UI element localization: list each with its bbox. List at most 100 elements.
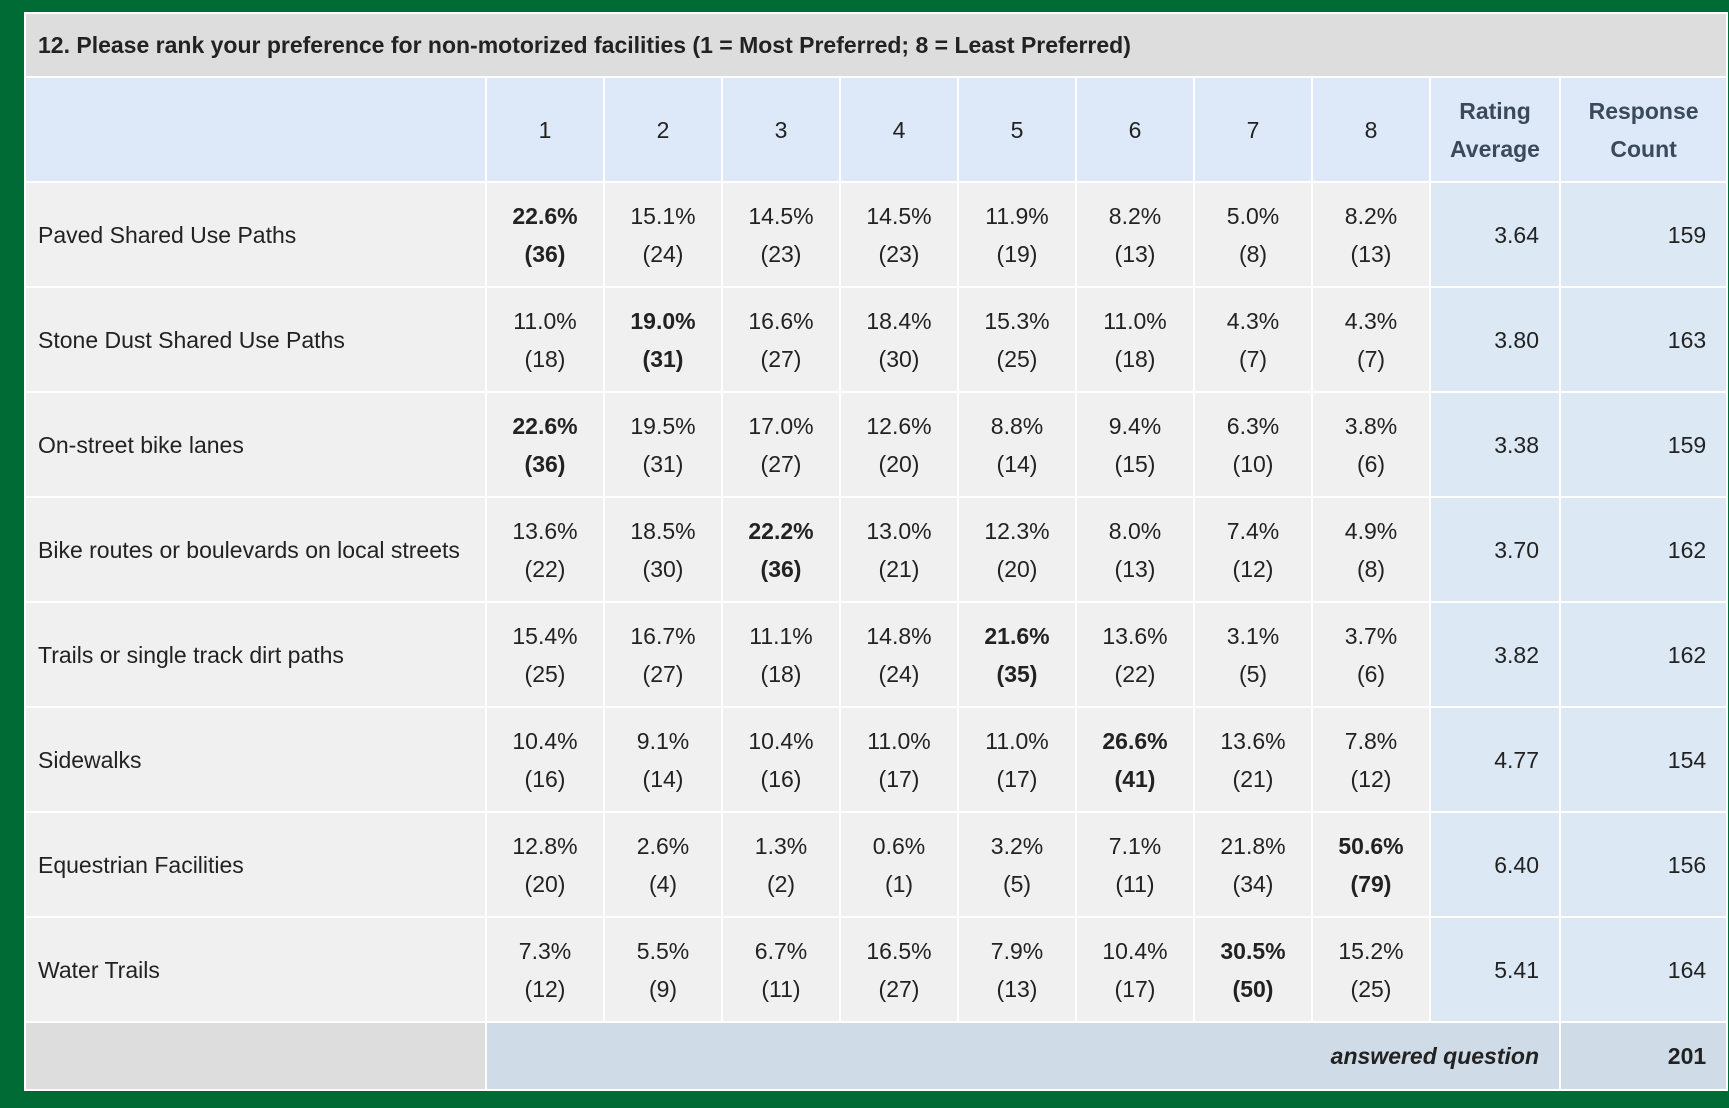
rating-average: 6.40 — [1431, 813, 1559, 916]
column-header: Rating Average — [1431, 78, 1559, 181]
rank-cell: 3.7% (6) — [1313, 603, 1429, 706]
rank-cell: 8.8% (14) — [959, 393, 1075, 496]
cell-percent: 21.8% — [1220, 832, 1286, 859]
cell-percent: 17.0% — [748, 412, 814, 439]
rank-cell: 3.1% (5) — [1195, 603, 1311, 706]
cell-count: (6) — [1356, 660, 1386, 687]
data-row: Trails or single track dirt paths 15.4% (2… — [26, 603, 1727, 706]
cell-count: (36) — [524, 450, 566, 477]
rank-cell: 16.7% (27) — [605, 603, 721, 706]
rank-cell: 21.8% (34) — [1195, 813, 1311, 916]
response-count: 154 — [1561, 708, 1727, 811]
cell-count: (18) — [760, 660, 802, 687]
cell-count: (15) — [1114, 450, 1156, 477]
cell-percent: 8.2% — [1344, 202, 1398, 229]
row-label: Bike routes or boulevards on local stree… — [26, 498, 485, 601]
row-label: Sidewalks — [26, 708, 485, 811]
cell-percent: 4.3% — [1344, 307, 1398, 334]
cell-count: (23) — [878, 240, 920, 267]
cell-percent: 16.6% — [748, 307, 814, 334]
cell-count: (31) — [642, 450, 684, 477]
rank-cell: 8.2% (13) — [1077, 183, 1193, 286]
rank-cell: 10.4% (16) — [723, 708, 839, 811]
cell-count: (25) — [1350, 975, 1392, 1002]
row-label: Water Trails — [26, 918, 485, 1021]
rank-cell: 30.5% (50) — [1195, 918, 1311, 1021]
column-header: 2 — [605, 78, 721, 181]
cell-count: (21) — [1232, 765, 1274, 792]
rank-cell: 11.0% (18) — [1077, 288, 1193, 391]
rank-cell: 7.3% (12) — [487, 918, 603, 1021]
header-row: 1 2 3 4 5 6 7 8 Rating Average Response Count — [26, 78, 1727, 181]
cell-count: (6) — [1356, 450, 1386, 477]
table-body: 12. Please rank your preference for non-… — [26, 14, 1727, 1089]
response-count: 164 — [1561, 918, 1727, 1021]
cell-count: (41) — [1114, 765, 1156, 792]
data-row: Sidewalks 10.4% (16) 9.1% (14) 10.4% (16) 11.0%… — [26, 708, 1727, 811]
cell-count: (36) — [760, 555, 802, 582]
rating-average: 3.80 — [1431, 288, 1559, 391]
cell-percent: 22.2% — [748, 517, 814, 544]
cell-count: (27) — [760, 345, 802, 372]
cell-count: (2) — [766, 870, 796, 897]
rank-cell: 15.4% (25) — [487, 603, 603, 706]
rank-cell: 22.6% (36) — [487, 183, 603, 286]
cell-percent: 1.3% — [754, 832, 808, 859]
row-label: Stone Dust Shared Use Paths — [26, 288, 485, 391]
data-row: Bike routes or boulevards on local stree… — [26, 498, 1727, 601]
cell-count: (20) — [524, 870, 566, 897]
rank-cell: 3.2% (5) — [959, 813, 1075, 916]
rank-cell: 13.6% (22) — [1077, 603, 1193, 706]
rank-cell: 16.5% (27) — [841, 918, 957, 1021]
data-row: Stone Dust Shared Use Paths 11.0% (18) 19.0… — [26, 288, 1727, 391]
rank-cell: 22.2% (36) — [723, 498, 839, 601]
column-header: 4 — [841, 78, 957, 181]
column-header: 8 — [1313, 78, 1429, 181]
cell-percent: 12.8% — [512, 832, 578, 859]
rank-cell: 15.2% (25) — [1313, 918, 1429, 1021]
cell-percent: 30.5% — [1220, 937, 1286, 964]
cell-percent: 18.5% — [630, 517, 696, 544]
rank-cell: 17.0% (27) — [723, 393, 839, 496]
rank-cell: 11.0% (18) — [487, 288, 603, 391]
rank-cell: 5.5% (9) — [605, 918, 721, 1021]
footer-blank — [26, 1023, 485, 1089]
cell-count: (14) — [642, 765, 684, 792]
footer-value: 201 — [1561, 1023, 1727, 1089]
rank-cell: 7.9% (13) — [959, 918, 1075, 1021]
rank-cell: 9.4% (15) — [1077, 393, 1193, 496]
cell-percent: 12.3% — [984, 517, 1050, 544]
rank-cell: 22.6% (36) — [487, 393, 603, 496]
data-row: Paved Shared Use Paths 22.6% (36) 15.1% (24)… — [26, 183, 1727, 286]
footer-label: answered question — [487, 1023, 1559, 1089]
cell-percent: 14.5% — [866, 202, 932, 229]
cell-percent: 13.0% — [866, 517, 932, 544]
cell-percent: 13.6% — [1102, 622, 1168, 649]
cell-percent: 19.0% — [630, 307, 696, 334]
data-row: Water Trails 7.3% (12) 5.5% (9) 6.7% (11) 16.5%… — [26, 918, 1727, 1021]
cell-count: (27) — [878, 975, 920, 1002]
rank-cell: 4.9% (8) — [1313, 498, 1429, 601]
rank-cell: 12.3% (20) — [959, 498, 1075, 601]
cell-count: (27) — [760, 450, 802, 477]
rank-cell: 7.8% (12) — [1313, 708, 1429, 811]
cell-count: (14) — [996, 450, 1038, 477]
rank-cell: 16.6% (27) — [723, 288, 839, 391]
cell-percent: 7.4% — [1226, 517, 1280, 544]
cell-percent: 7.9% — [990, 937, 1044, 964]
cell-percent: 7.8% — [1344, 727, 1398, 754]
rank-cell: 13.6% (22) — [487, 498, 603, 601]
rank-cell: 0.6% (1) — [841, 813, 957, 916]
cell-percent: 13.6% — [512, 517, 578, 544]
cell-percent: 7.3% — [518, 937, 572, 964]
cell-count: (17) — [1114, 975, 1156, 1002]
column-header: 3 — [723, 78, 839, 181]
title-row: 12. Please rank your preference for non-… — [26, 14, 1727, 76]
row-label: Trails or single track dirt paths — [26, 603, 485, 706]
cell-percent: 13.6% — [1220, 727, 1286, 754]
rank-cell: 5.0% (8) — [1195, 183, 1311, 286]
response-count: 156 — [1561, 813, 1727, 916]
rank-cell: 13.0% (21) — [841, 498, 957, 601]
cell-count: (7) — [1356, 345, 1386, 372]
